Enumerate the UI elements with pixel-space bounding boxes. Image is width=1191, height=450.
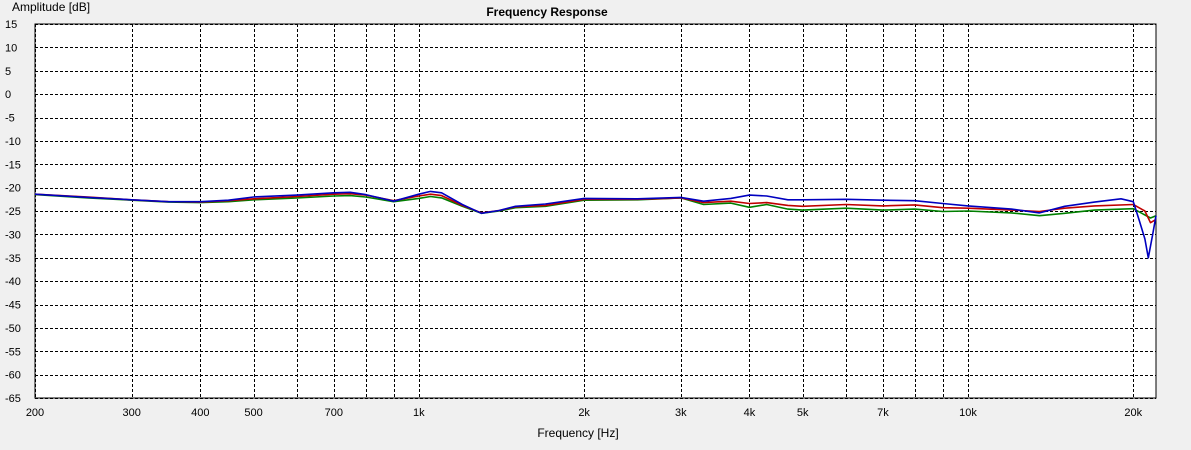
chart-title: Frequency Response [486,5,608,19]
x-tick-label: 10k [959,407,977,419]
x-tick-label: 2k [578,407,590,419]
x-tick-label: 500 [244,407,262,419]
x-tick-label: 1k [413,407,425,419]
x-tick-label: 700 [325,407,343,419]
x-axis-label: Frequency [Hz] [537,426,618,440]
x-tick-label: 4k [744,407,756,419]
y-tick-label: -50 [5,323,21,335]
y-tick-label: 15 [5,19,17,31]
y-tick-label: 0 [5,89,11,101]
y-tick-label: -40 [5,276,21,288]
y-tick-label: -60 [5,370,21,382]
grid-lines [35,24,1156,399]
y-axis-label: Amplitude [dB] [12,0,90,14]
x-tick-label: 400 [191,407,209,419]
y-tick-label: -45 [5,300,21,312]
x-tick-label: 200 [26,407,44,419]
x-tick-label: 3k [675,407,687,419]
series-lines [34,190,1157,259]
y-tick-labels: 15 10 5 0 -5 -10 -15 -20 -25 -30 -35 -40 -45 -50 -55 -6… [5,19,21,405]
x-tick-label: 20k [1124,407,1142,419]
y-tick-label: 10 [5,42,17,54]
x-tick-labels: 200 300 400 500 700 1k 2k 3k 4k 5k 7k 10k 20k [26,407,1143,419]
y-tick-label: -10 [5,136,21,148]
series-line-1 [34,193,1157,219]
y-tick-label: 5 [5,66,11,78]
x-tick-label: 300 [123,407,141,419]
y-tick-label: -20 [5,183,21,195]
y-tick-label: -35 [5,253,21,265]
y-tick-label: -55 [5,346,21,358]
series-line-3 [34,190,1157,259]
y-tick-label: -15 [5,159,21,171]
y-tick-label: -30 [5,229,21,241]
y-tick-label: -25 [5,206,21,218]
x-tick-label: 5k [797,407,809,419]
y-tick-label: -5 [5,113,15,125]
x-tick-label: 7k [877,407,889,419]
y-tick-label: -65 [5,393,21,405]
